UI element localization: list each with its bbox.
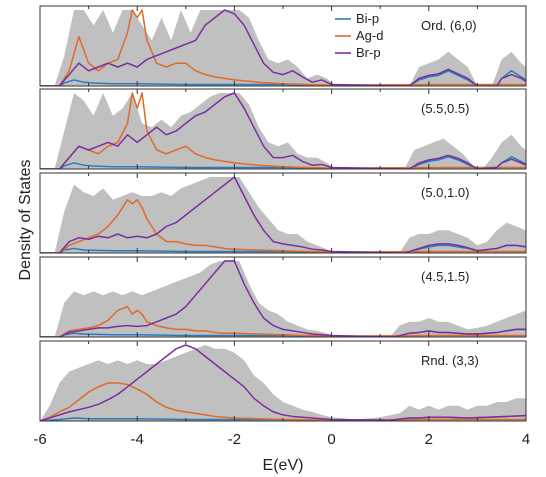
x-axis: -6 -4 -2 0 2 4 <box>33 431 530 448</box>
ag-d-line <box>40 305 526 337</box>
x-tick-label: 4 <box>522 431 530 448</box>
total-dos-area <box>40 10 526 86</box>
br-p-line <box>40 92 526 169</box>
panel-label: Rnd. (3,3) <box>421 353 479 368</box>
total-dos-area <box>40 177 526 253</box>
legend: Bi-p Ag-d Br-p <box>335 11 383 60</box>
x-tick-label: -2 <box>228 431 241 448</box>
x-tick-label: 0 <box>327 431 335 448</box>
ag-d-line <box>40 9 526 86</box>
br-p-line <box>40 344 526 421</box>
legend-entry: Ag-d <box>356 28 383 43</box>
panel-label: (5.5,0.5) <box>421 101 469 116</box>
total-dos-area <box>40 93 526 169</box>
panel-4: (4.5,1.5) <box>39 256 527 338</box>
x-tick-label: -6 <box>33 431 46 448</box>
panel-5: Rnd. (3,3) <box>39 340 527 422</box>
y-axis-title: Density of States <box>17 160 34 281</box>
legend-entry: Br-p <box>356 45 381 60</box>
x-tick-label: -4 <box>131 431 144 448</box>
panel-plot-area <box>40 176 526 253</box>
panel-2: (5.5,0.5) <box>39 88 527 170</box>
panel-plot-area <box>40 260 526 337</box>
total-dos-area <box>40 261 526 337</box>
panel-3: (5.0,1.0) <box>39 172 527 254</box>
bi-p-line <box>40 70 526 86</box>
br-p-line <box>40 260 526 337</box>
ag-d-line <box>40 92 526 169</box>
x-tick-label: 2 <box>425 431 433 448</box>
panel-label: Ord. (6,0) <box>421 18 477 33</box>
panel-label: (5.0,1.0) <box>421 185 469 200</box>
panel-label: (4.5,1.5) <box>421 269 469 284</box>
legend-entry: Bi-p <box>356 11 379 26</box>
panel-plot-area <box>40 92 526 169</box>
panel-1: Ord. (6,0) <box>39 5 527 87</box>
x-axis-title: E(eV) <box>263 457 304 474</box>
br-p-line <box>40 176 526 253</box>
ag-d-line <box>40 382 526 421</box>
panels-group: Ord. (6,0) (5.5,0.5) (5.0,1.0) (4.5,1.5) Rnd… <box>39 5 527 422</box>
total-dos-area <box>40 345 526 421</box>
br-p-line <box>40 9 526 86</box>
panel-plot-area <box>40 9 526 86</box>
